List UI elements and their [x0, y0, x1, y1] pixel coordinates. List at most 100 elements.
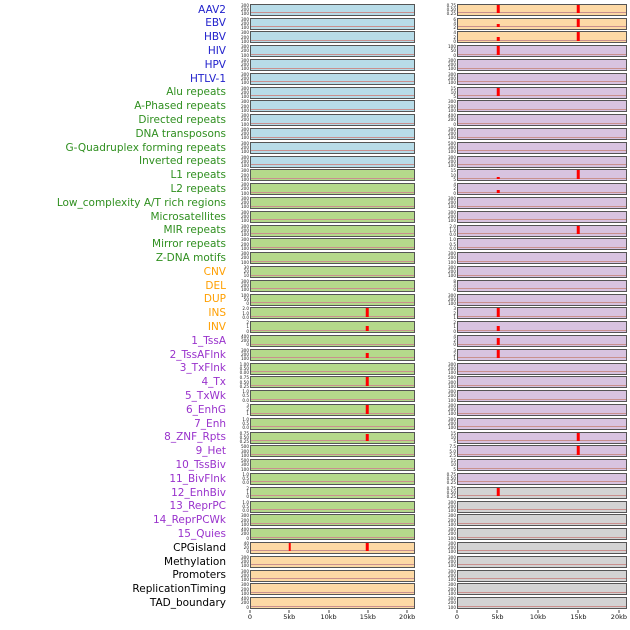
y-tick-label: 0.75 — [446, 2, 456, 8]
y-tick-label: 300 — [241, 462, 249, 468]
y-tick-label: 100 — [448, 521, 456, 527]
right-track-panel — [457, 293, 627, 306]
right-track-panel — [457, 59, 627, 72]
y-tick-label: 300 — [241, 16, 249, 22]
x-axis-tick-label: 5kb — [283, 613, 296, 622]
y-tick-label: 100 — [241, 563, 249, 569]
signal-spike — [496, 87, 500, 97]
signal-baseline — [251, 136, 414, 138]
y-tick-label: 20 — [243, 269, 249, 275]
left-y-axis-ticks: 300 200 100 — [230, 583, 250, 596]
y-tick-label: 100 — [448, 549, 456, 555]
right-y-axis-ticks: 300 200 100 — [435, 569, 457, 582]
y-tick-label: 100 — [448, 397, 456, 403]
signal-spike — [496, 36, 500, 41]
signal-baseline — [251, 440, 414, 442]
right-track-panel — [457, 224, 627, 237]
y-tick-label: 300 — [241, 237, 249, 243]
signal-baseline — [458, 302, 626, 304]
track-row: Alu repeats 300 200 100 15 10 5 — [0, 86, 630, 100]
left-y-axis-ticks: 500 300 100 — [230, 445, 250, 458]
y-tick-label: 0.50 — [446, 7, 456, 13]
y-tick-label: 100 — [448, 370, 456, 376]
signal-spike — [496, 177, 500, 179]
y-tick-label: 50 — [243, 296, 249, 302]
y-tick-label: 300 — [241, 554, 249, 560]
y-tick-label: 0.50 — [446, 489, 456, 495]
x-axis-tickmark — [249, 610, 251, 613]
signal-spike — [576, 432, 580, 442]
right-y-axis-ticks: 300 200 100 — [435, 252, 457, 265]
right-y-axis-ticks: 300 200 100 — [435, 127, 457, 140]
y-tick-label: 100 — [241, 356, 249, 362]
right-y-axis-ticks: 0.75 0.50 0.25 — [435, 2, 457, 16]
y-tick-label: 4 — [453, 334, 456, 340]
y-tick-label: 0.0 — [449, 245, 456, 251]
track-label: 11_BivFlnk — [169, 472, 226, 485]
y-tick-label: 200 — [448, 558, 456, 564]
right-track-panel — [457, 169, 627, 182]
signal-baseline — [458, 67, 626, 69]
track-row: Directed repeats 300 200 100 400 200 0 — [0, 113, 630, 127]
left-track-panel — [250, 169, 415, 182]
left-y-axis-ticks: 1.0 0.5 0.0 — [230, 417, 250, 431]
right-y-axis-ticks: 300 200 100 — [435, 541, 457, 555]
y-tick-label: 300 — [241, 154, 249, 160]
track-row: 8_ZNF_Rpts 0.75 0.50 0.25 15 10 5 — [0, 431, 630, 445]
right-track-panel — [457, 348, 627, 361]
left-track-panel — [250, 555, 415, 568]
signal-baseline — [251, 95, 414, 97]
signal-spike — [366, 326, 369, 331]
signal-spike — [496, 46, 500, 55]
right-y-axis-ticks: 300 200 100 — [435, 527, 457, 540]
y-tick-label: 100 — [241, 94, 249, 100]
right-track-panel — [457, 321, 627, 334]
right-track-panel — [457, 266, 627, 279]
signal-baseline — [458, 288, 626, 290]
y-tick-label: 300 — [241, 182, 249, 188]
track-row: 4_Tx 0.75 0.50 0.25 500 300 100 — [0, 376, 630, 390]
x-axis-tickmark — [367, 610, 369, 613]
y-tick-label: 200 — [241, 89, 249, 95]
signal-baseline — [458, 467, 626, 469]
signal-baseline — [458, 246, 626, 248]
y-tick-label: 0 — [246, 342, 249, 348]
signal-spike — [576, 4, 580, 14]
y-tick-label: 100 — [241, 452, 249, 458]
left-y-axis-ticks: 300 200 100 — [230, 348, 250, 362]
signal-baseline — [251, 578, 414, 580]
y-tick-label: 200 — [241, 600, 249, 606]
y-tick-label: 0.50 — [239, 434, 249, 440]
left-y-axis-ticks: 1.00 0.50 0.00 — [230, 362, 250, 375]
right-track-panel — [457, 555, 627, 568]
y-tick-label: 40 — [243, 540, 249, 546]
signal-baseline — [251, 605, 414, 607]
y-tick-label: 100 — [448, 301, 456, 307]
x-axis-right: 0 5kb 10kb 15kb 20kb — [455, 610, 627, 626]
right-y-axis-ticks: 300 200 100 — [435, 417, 457, 430]
y-tick-label: 200 — [241, 172, 249, 178]
left-y-axis-ticks: 300 200 100 — [230, 514, 250, 527]
y-tick-label: 200 — [241, 338, 249, 344]
y-tick-label: 2.5 — [449, 452, 456, 458]
y-tick-label: 0.0 — [242, 425, 249, 431]
x-axis-tickmark — [496, 610, 498, 613]
y-tick-label: 10 — [450, 434, 456, 440]
y-tick-label: 100 — [448, 563, 456, 569]
left-track-panel — [250, 445, 415, 458]
signal-baseline — [458, 357, 626, 359]
x-axis-tick-label: 0 — [247, 613, 253, 622]
right-track-panel — [457, 197, 627, 210]
left-y-axis-ticks: 300 200 100 — [230, 237, 250, 251]
y-tick-label: 500 — [241, 458, 249, 464]
right-track-panel — [457, 31, 627, 44]
left-y-axis-ticks: 100 50 0 — [230, 293, 250, 306]
y-tick-label: 300 — [448, 58, 456, 64]
x-axis-tick-label: 10kb — [529, 613, 547, 622]
signal-baseline — [458, 53, 626, 55]
left-track-panel — [250, 128, 415, 141]
left-track-panel — [250, 252, 415, 265]
